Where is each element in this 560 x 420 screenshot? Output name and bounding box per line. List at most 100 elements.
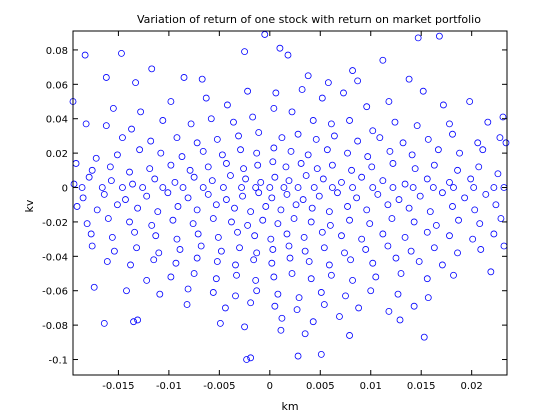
data-point xyxy=(446,232,453,240)
data-point xyxy=(305,258,313,265)
data-point xyxy=(309,318,317,326)
data-point xyxy=(317,289,325,296)
data-point xyxy=(213,258,221,265)
data-point xyxy=(85,173,93,181)
data-point xyxy=(90,283,98,291)
data-point xyxy=(204,190,212,198)
data-point xyxy=(413,122,421,129)
data-point xyxy=(490,230,498,238)
data-point xyxy=(131,228,138,236)
data-point xyxy=(423,228,431,236)
data-point xyxy=(471,206,479,214)
data-point xyxy=(202,94,210,102)
data-point xyxy=(132,79,139,86)
data-point xyxy=(270,273,278,281)
data-point xyxy=(107,177,115,185)
data-point xyxy=(327,271,335,279)
data-point xyxy=(434,146,442,154)
data-point xyxy=(490,184,498,191)
data-point xyxy=(234,228,241,236)
data-point xyxy=(355,304,363,312)
data-point xyxy=(325,208,333,216)
data-point xyxy=(209,215,217,222)
data-point xyxy=(484,118,492,126)
data-point xyxy=(374,190,382,198)
data-point xyxy=(154,208,162,216)
data-point xyxy=(324,79,332,86)
data-point xyxy=(253,149,261,157)
data-point xyxy=(274,290,282,298)
data-point xyxy=(270,144,278,152)
data-point xyxy=(164,189,172,197)
data-point xyxy=(219,184,227,191)
x-axis-label: km xyxy=(281,400,298,413)
data-point xyxy=(287,147,295,155)
data-point xyxy=(354,137,362,145)
data-point xyxy=(354,77,362,85)
data-point xyxy=(286,254,294,262)
data-point xyxy=(416,192,424,200)
data-point xyxy=(470,184,478,191)
data-point xyxy=(429,184,437,191)
data-point xyxy=(482,190,490,198)
data-point xyxy=(172,259,180,267)
data-point xyxy=(255,129,263,136)
data-point xyxy=(346,117,353,124)
data-point xyxy=(221,304,229,312)
data-point xyxy=(133,244,140,252)
data-point xyxy=(208,177,216,185)
data-point xyxy=(349,67,356,74)
data-point xyxy=(405,204,413,212)
y-tick-label: -0.04 xyxy=(42,252,68,263)
data-point xyxy=(122,196,129,203)
data-point xyxy=(310,184,318,191)
data-point xyxy=(126,218,133,226)
data-point xyxy=(385,307,393,315)
data-point xyxy=(217,247,225,255)
data-point xyxy=(269,158,277,166)
data-point xyxy=(239,192,246,200)
data-point xyxy=(455,216,462,224)
data-point xyxy=(320,244,328,252)
data-point xyxy=(81,51,89,59)
data-point xyxy=(100,319,108,327)
data-point xyxy=(408,151,416,159)
data-point xyxy=(449,130,456,138)
data-point xyxy=(450,271,457,279)
data-point xyxy=(230,118,237,126)
data-point xyxy=(241,48,248,56)
data-point xyxy=(325,261,333,269)
data-point xyxy=(223,196,230,203)
data-point xyxy=(127,261,134,269)
data-point xyxy=(186,166,194,174)
data-point xyxy=(315,192,323,200)
data-point xyxy=(233,271,240,279)
data-point xyxy=(450,184,457,191)
data-point xyxy=(100,190,108,198)
data-point xyxy=(148,65,156,73)
data-point xyxy=(386,147,394,155)
data-point xyxy=(197,242,205,250)
data-point xyxy=(73,203,81,210)
data-point xyxy=(118,49,125,57)
data-point xyxy=(150,256,158,264)
data-point xyxy=(72,160,80,167)
data-point xyxy=(395,196,403,203)
x-tick-label: 0.01 xyxy=(360,381,382,392)
data-point xyxy=(139,184,147,191)
data-point xyxy=(209,289,217,296)
data-point xyxy=(344,203,351,210)
data-point xyxy=(190,270,198,277)
data-point xyxy=(271,173,279,181)
data-point xyxy=(407,247,415,255)
data-point xyxy=(294,184,302,191)
plot-area-frame xyxy=(72,30,508,376)
data-point xyxy=(320,301,328,308)
data-point xyxy=(92,154,100,162)
data-point xyxy=(297,160,305,167)
data-point xyxy=(119,184,126,191)
data-point xyxy=(385,98,393,105)
data-point xyxy=(487,268,495,276)
data-point xyxy=(240,165,247,173)
data-points xyxy=(69,31,510,363)
